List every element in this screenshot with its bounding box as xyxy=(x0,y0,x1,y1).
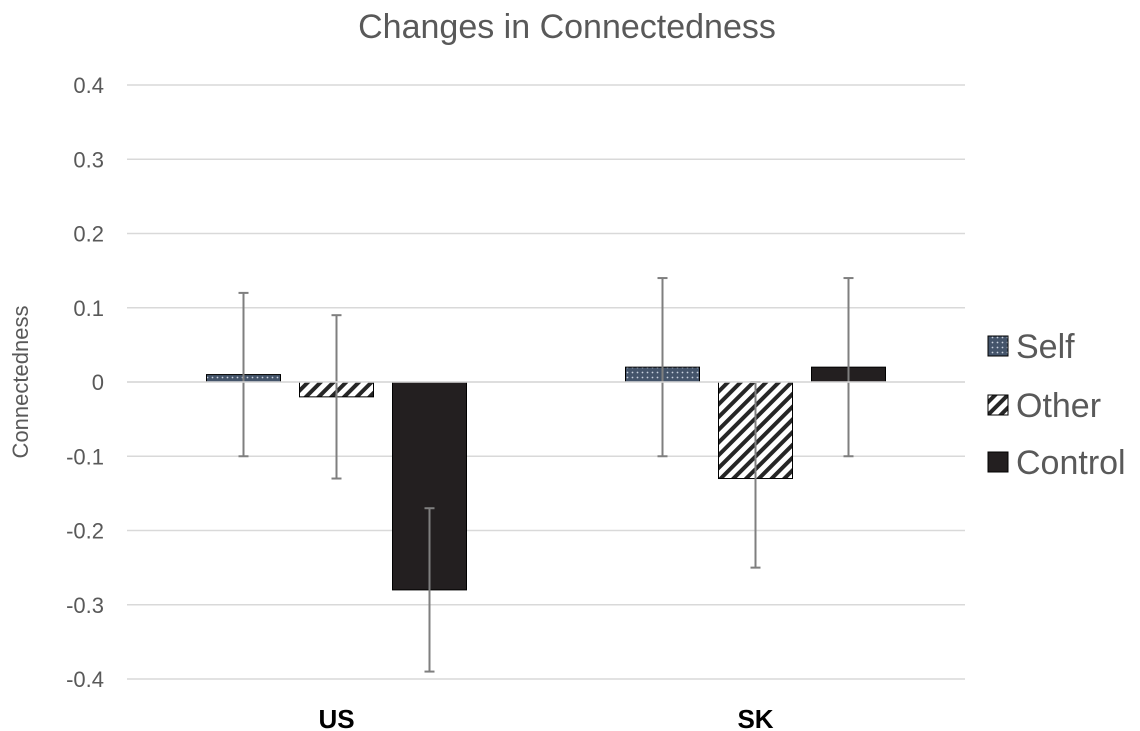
y-tick-label: 0 xyxy=(92,370,104,395)
legend-label-self: Self xyxy=(1016,328,1075,366)
y-tick-label: -0.3 xyxy=(66,593,104,618)
bars xyxy=(206,366,886,591)
y-tick-label: 0.2 xyxy=(73,222,104,247)
legend-label-control: Control xyxy=(1016,444,1126,482)
error-bars xyxy=(127,277,965,673)
tick-labels: -0.4 -0.3 -0.2 -0.1 0 0.1 0.2 0.3 0.4 US SK xyxy=(66,73,774,731)
legend-swatch-self xyxy=(987,335,1009,357)
legend-label-other: Other xyxy=(1016,387,1101,425)
y-tick-label: 0.1 xyxy=(73,296,104,321)
chart-title: Changes in Connectedness xyxy=(358,8,776,46)
y-tick-label: 0.4 xyxy=(73,73,104,98)
x-tick-label: US xyxy=(318,704,354,731)
legend: Self Other Control xyxy=(987,328,1126,482)
y-tick-label: -0.1 xyxy=(66,444,104,469)
y-tick-label: -0.4 xyxy=(66,667,104,692)
legend-swatch-other xyxy=(987,394,1009,416)
y-tick-label: -0.2 xyxy=(66,519,104,544)
legend-swatch-control xyxy=(987,451,1009,473)
y-axis-label: Connectedness xyxy=(8,306,33,459)
y-tick-label: 0.3 xyxy=(73,147,104,172)
x-tick-label: SK xyxy=(737,704,773,731)
